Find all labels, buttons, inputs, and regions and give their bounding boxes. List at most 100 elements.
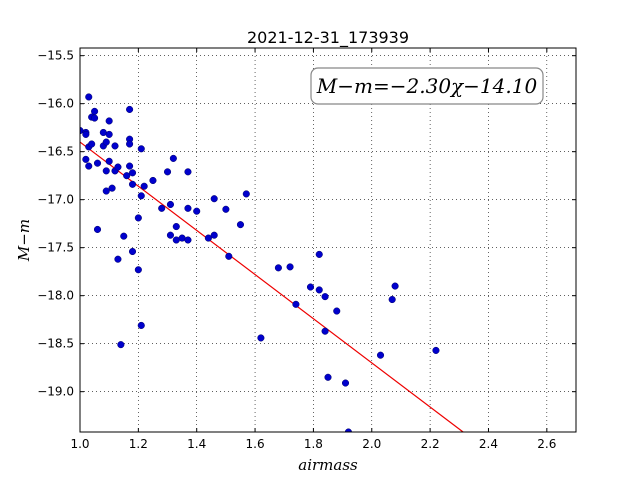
x-tick-label: 2.2 [421,437,440,451]
data-point [126,140,134,148]
data-point [376,351,385,359]
data-point [137,192,145,200]
y-tick-label: −15.5 [37,49,74,63]
data-point [184,236,192,244]
data-point [315,250,323,258]
data-point [137,145,145,153]
data-point [158,204,166,212]
data-point [172,223,180,231]
data-point [117,341,125,349]
x-tick-label: 1.2 [129,437,148,451]
data-point [93,159,102,167]
chart-title: 2021-12-31_173939 [247,28,409,48]
data-point [432,346,440,354]
data-point [257,334,265,342]
fit-line [79,141,464,433]
y-tick-label: −17.5 [37,241,74,255]
data-point [108,184,116,192]
data-point [140,182,148,190]
y-tick-label: −18.5 [37,337,74,351]
data-point [391,282,399,290]
x-tick-label: 2.0 [362,437,381,451]
x-tick-label: 1.8 [304,437,323,451]
x-tick-label: 2.6 [537,437,556,451]
x-tick-label: 2.4 [479,437,498,451]
data-point [324,373,332,381]
points-layer [80,93,440,432]
data-point [123,172,131,180]
y-tick-label: −16.0 [37,97,74,111]
data-point [306,283,315,291]
data-point [222,205,230,213]
data-point [105,157,113,165]
data-point [315,286,323,294]
y-axis-label: M−m [15,219,33,262]
y-tick-label: −17.0 [37,193,74,207]
y-tick-label: −18.0 [37,289,74,303]
data-point [82,130,90,138]
data-point [169,154,177,162]
data-point [102,187,110,195]
equation-text: M−m=−2.30χ−14.10 [316,74,538,98]
x-tick-label: 1.4 [187,437,206,451]
data-point [184,204,192,212]
data-point [111,142,119,150]
data-point [204,234,212,242]
data-point [134,214,142,222]
data-point [333,307,341,315]
data-point [274,264,282,272]
equation-legend: M−m=−2.30χ−14.10 [310,67,544,105]
data-point [388,295,396,304]
data-point [105,130,113,138]
x-tick-label: 1.6 [246,437,265,451]
data-point [102,138,110,146]
data-point [114,163,122,171]
data-point [163,168,172,176]
plot-frame [79,47,577,433]
data-point [128,247,137,256]
data-point [292,300,300,308]
data-point [134,266,142,274]
data-point [105,117,113,125]
data-point [210,195,218,203]
data-point [85,162,93,170]
data-point [166,200,174,209]
data-point [88,140,96,148]
data-point [102,167,110,175]
data-point [128,169,137,177]
data-point [344,428,352,432]
y-tick-label: −16.5 [37,145,74,159]
data-point [128,180,137,188]
x-tick-label: 1.0 [70,437,89,451]
data-point [166,231,174,239]
data-point [225,252,233,260]
data-point [93,225,102,233]
data-point [341,379,350,387]
y-tick-labels: −15.5 −16.0 −16.5 −17.0 −17.5 −18.0 −18.5 −19.0 [37,49,74,399]
x-tick-labels: 1.0 1.2 1.4 1.6 1.8 2.0 2.2 2.4 2.6 [70,437,556,451]
y-tick-label: −19.0 [37,385,74,399]
data-points [80,93,440,432]
fit-line-layer [79,141,464,433]
data-point [126,162,134,170]
data-point [137,321,145,329]
data-point [321,327,329,335]
data-point [82,155,90,163]
data-point [149,176,157,185]
data-point [321,293,329,301]
equation-box [310,67,544,105]
data-point [193,207,201,215]
data-point [236,221,245,229]
data-point [286,263,294,271]
data-point [126,105,134,113]
x-axis-label: airmass [298,456,358,474]
data-point [210,231,218,239]
data-point [85,93,93,101]
data-point [184,168,192,176]
data-point [91,107,99,115]
data-point [120,232,128,240]
data-point [91,114,99,122]
tick-marks [79,48,576,432]
data-point [242,190,250,198]
